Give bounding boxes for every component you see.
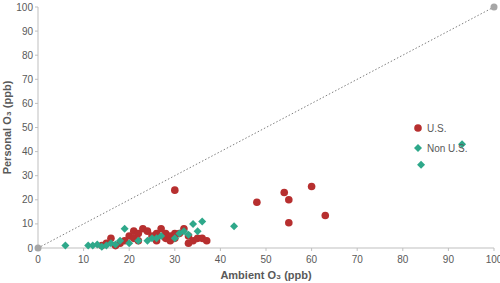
point <box>285 196 293 204</box>
point <box>253 198 261 206</box>
series-points <box>98 183 329 250</box>
x-tick-label: 100 <box>486 254 500 265</box>
point <box>285 219 293 227</box>
x-tick-label: 0 <box>35 254 41 265</box>
x-tick <box>174 248 175 251</box>
x-tick <box>266 248 267 251</box>
series-points <box>61 140 466 250</box>
point <box>61 242 69 250</box>
plot-area <box>35 4 498 252</box>
x-tick-label: 90 <box>443 254 455 265</box>
x-tick <box>448 248 449 251</box>
reference-line <box>38 7 494 248</box>
point <box>189 220 197 228</box>
y-tick <box>35 31 38 32</box>
y-tick-label: 40 <box>22 146 34 157</box>
point <box>203 237 211 245</box>
y-tick-label: 80 <box>22 50 34 61</box>
y-tick-label: 50 <box>22 122 34 133</box>
x-tick-label: 70 <box>352 254 364 265</box>
x-tick-label: 10 <box>78 254 90 265</box>
x-tick-label: 80 <box>397 254 409 265</box>
y-tick <box>35 79 38 80</box>
legend-marker <box>414 124 422 132</box>
y-tick-label: 20 <box>22 194 34 205</box>
y-tick-label: 10 <box>22 218 34 229</box>
chart: 0 10 20 30 40 50 60 70 80 90 100 0 10 20 30 40 50 60 70 80 9… <box>0 0 500 283</box>
x-tick-label: 40 <box>215 254 227 265</box>
point <box>194 227 202 235</box>
point <box>280 189 288 197</box>
reference-end <box>491 4 498 11</box>
x-tick <box>129 248 130 251</box>
x-tick <box>220 248 221 251</box>
point <box>171 186 179 194</box>
point <box>321 212 329 220</box>
x-tick <box>357 248 358 251</box>
y-tick <box>35 55 38 56</box>
point <box>184 231 192 239</box>
legend-label: Non U.S. <box>427 143 468 154</box>
x-tick <box>494 248 495 251</box>
point <box>417 161 425 169</box>
point <box>198 217 206 225</box>
y-tick-label: 0 <box>27 243 33 254</box>
x-tick-label: 60 <box>306 254 318 265</box>
y-tick <box>35 7 38 8</box>
point <box>230 222 238 230</box>
point <box>116 237 124 245</box>
y-tick <box>35 223 38 224</box>
y-tick-label: 90 <box>22 26 34 37</box>
legend-marker <box>414 144 422 152</box>
y-tick <box>35 127 38 128</box>
x-tick-label: 30 <box>169 254 181 265</box>
y-tick <box>35 199 38 200</box>
y-tick-label: 70 <box>22 74 34 85</box>
legend-label: U.S. <box>427 123 446 134</box>
y-tick-label: 30 <box>22 170 34 181</box>
point <box>125 239 133 247</box>
y-axis-title: Personal O₃ (ppb) <box>1 80 13 174</box>
reference-end <box>35 245 42 252</box>
point <box>121 225 129 233</box>
x-axis-title: Ambient O₃ (ppb) <box>220 269 312 281</box>
x-tick <box>83 248 84 251</box>
x-tick-label: 50 <box>260 254 272 265</box>
y-tick <box>35 103 38 104</box>
legend: U.S. Non U.S. <box>414 123 468 154</box>
point <box>135 237 143 245</box>
x-tick <box>311 248 312 251</box>
y-tick-label: 100 <box>16 2 33 13</box>
x-tick-label: 20 <box>124 254 136 265</box>
point <box>157 232 165 240</box>
x-tick <box>402 248 403 251</box>
y-tick <box>35 151 38 152</box>
y-tick <box>35 175 38 176</box>
point <box>308 183 316 191</box>
y-tick-label: 60 <box>22 98 34 109</box>
point <box>134 237 142 245</box>
